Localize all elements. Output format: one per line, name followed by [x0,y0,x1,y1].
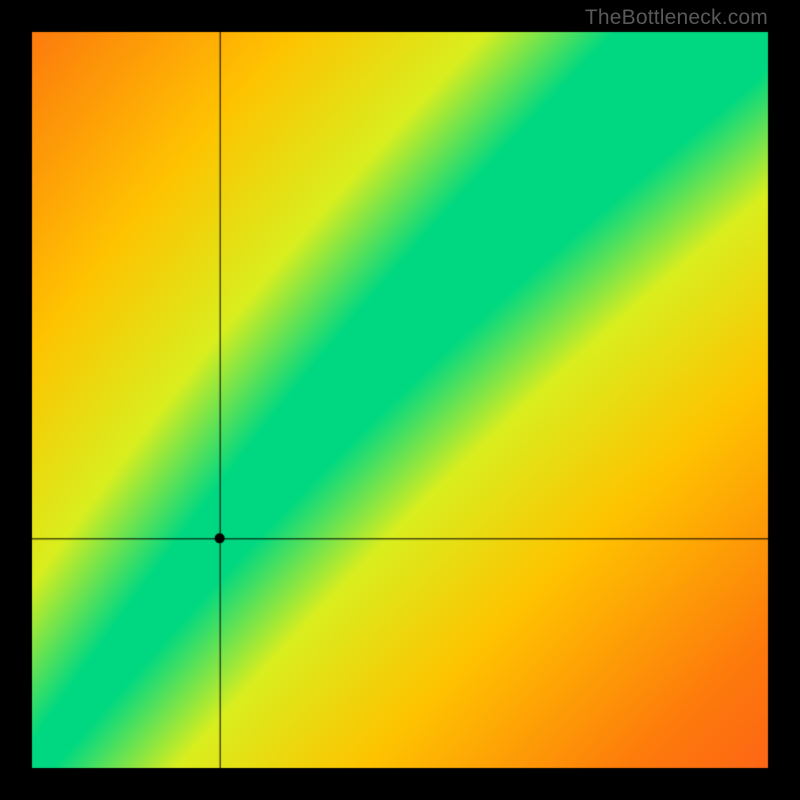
watermark-text: TheBottleneck.com [585,6,768,30]
chart-container: TheBottleneck.com [0,0,800,800]
bottleneck-heatmap [0,0,800,800]
